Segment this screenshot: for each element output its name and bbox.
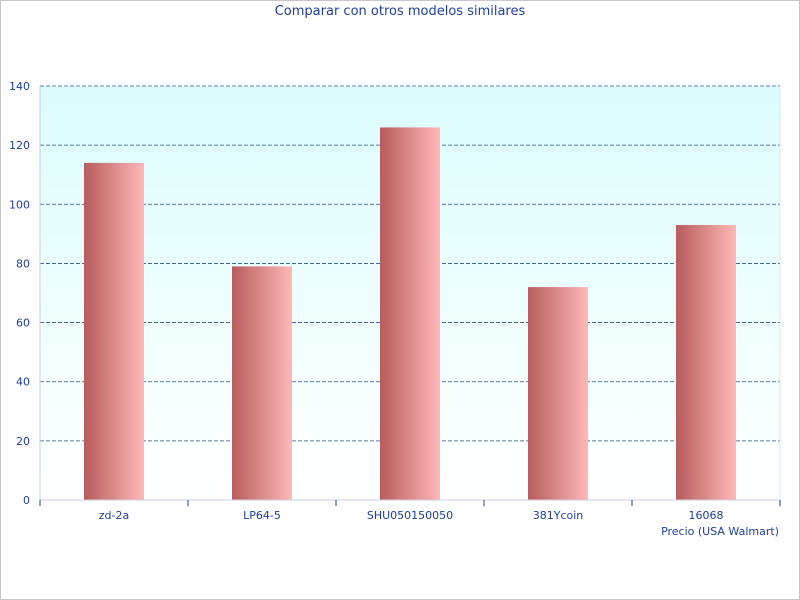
- bar-381ycoin: [528, 287, 588, 500]
- bar-16068: [676, 224, 736, 500]
- x-tick-label: zd-2a: [99, 509, 129, 522]
- axes: [39, 86, 781, 506]
- y-tick-label: 120: [9, 139, 30, 152]
- x-tick-label: LP64-5: [243, 509, 281, 522]
- y-tick-label: 80: [16, 257, 30, 270]
- bar-lp64-5: [232, 266, 292, 500]
- tick-labels: 0 20 40 60 80 100 120 140 zd-2a LP64-5 SHU05015005…: [9, 80, 724, 522]
- x-axis-title: Precio (USA Walmart): [661, 525, 779, 538]
- x-tick-label: 16068: [689, 509, 724, 522]
- bar-shu050150050: [380, 127, 440, 501]
- x-tick-label: 381Ycoin: [533, 509, 584, 522]
- y-tick-label: 60: [16, 317, 30, 330]
- bar-zd-2a: [84, 162, 144, 500]
- y-tick-label: 100: [9, 198, 30, 211]
- y-tick-label: 20: [16, 435, 30, 448]
- y-tick-label: 40: [16, 376, 30, 389]
- bars: [84, 127, 736, 501]
- x-tick-label: SHU050150050: [367, 509, 453, 522]
- chart-title: Comparar con otros modelos similares: [274, 4, 526, 19]
- y-tick-label: 0: [23, 494, 30, 507]
- y-tick-label: 140: [9, 80, 30, 93]
